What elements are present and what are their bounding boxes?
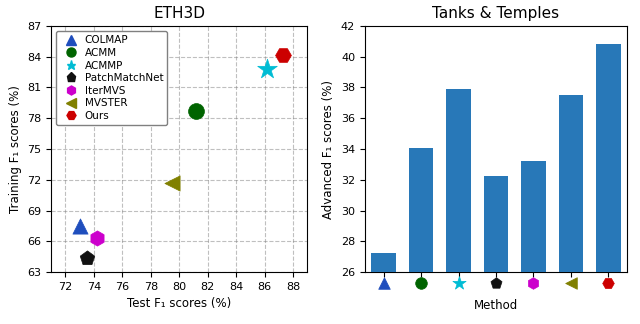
Bar	[409, 148, 433, 272]
Point	[167, 180, 177, 185]
Point	[92, 236, 102, 241]
Bar	[522, 161, 546, 272]
Point	[82, 255, 92, 260]
X-axis label: Test F₁ scores (%): Test F₁ scores (%)	[127, 297, 231, 310]
Point	[378, 280, 388, 285]
Bar	[596, 44, 621, 272]
Point	[262, 66, 273, 72]
Point	[191, 109, 202, 114]
Point	[453, 280, 463, 285]
Point	[74, 224, 84, 229]
Y-axis label: Advanced F₁ scores (%): Advanced F₁ scores (%)	[323, 79, 335, 219]
Point	[566, 280, 576, 285]
Point	[529, 280, 539, 285]
Title: ETH3D: ETH3D	[153, 6, 205, 21]
Bar	[559, 95, 583, 272]
Point	[604, 280, 614, 285]
Point	[278, 52, 288, 57]
Title: Tanks & Temples: Tanks & Temples	[433, 6, 559, 21]
Legend: COLMAP, ACMM, ACMMP, PatchMatchNet, IterMVS, MVSTER, Ours: COLMAP, ACMM, ACMMP, PatchMatchNet, Iter…	[56, 31, 167, 125]
Point	[416, 280, 426, 285]
Bar	[484, 176, 508, 272]
Point	[491, 280, 501, 285]
Y-axis label: Training F₁ scores (%): Training F₁ scores (%)	[9, 85, 22, 213]
Bar	[446, 88, 470, 272]
X-axis label: Method: Method	[474, 298, 518, 312]
Bar	[371, 253, 396, 272]
